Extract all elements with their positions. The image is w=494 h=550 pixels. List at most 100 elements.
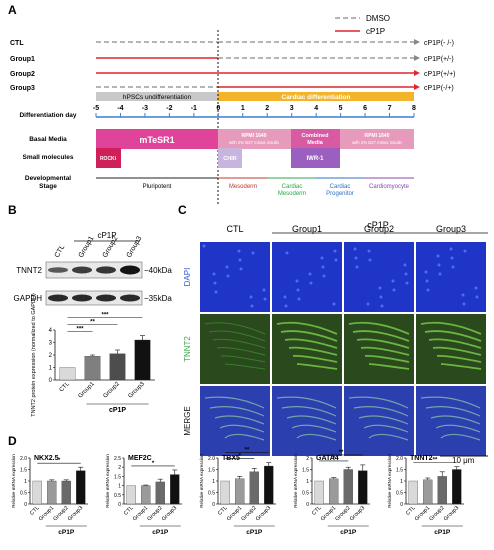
qpcr-2-group-label: cP1P: [246, 529, 263, 536]
stage-cardiac-progenitor-label-b: Progenitor: [326, 191, 354, 197]
qpcr-2-title: TBX5: [222, 455, 240, 462]
qpcr-4-ytick-label-0: 0: [400, 502, 403, 508]
band-tnnt2-1: [72, 266, 92, 274]
dapi-dot-1-13: [332, 302, 336, 306]
qpcr-0-bar-0: [32, 480, 42, 505]
dapi-dot-2-9: [391, 279, 395, 283]
merge-fiber-1-0: [276, 396, 337, 409]
day-label-7: 2: [265, 105, 269, 112]
group-label-2: cP1P(+/+): [424, 71, 456, 78]
qpcr-1-bar-1: [141, 485, 151, 505]
panel-d-letter: D: [8, 434, 17, 448]
media-combined-label-a: Combined: [302, 133, 329, 139]
dapi-dot-1-7: [296, 288, 300, 292]
dapi-dot-2-2: [380, 304, 384, 308]
qpcr-0-cat-0: CTL: [29, 505, 41, 517]
day-label-12: 7: [388, 105, 392, 112]
dapi-dot-1-9: [308, 272, 312, 276]
group-arrow-2: [414, 70, 420, 76]
merge-fiber-1-3: [291, 424, 337, 433]
dapi-dot-2-5: [367, 249, 371, 253]
qpcr-1-bar-0: [126, 485, 136, 505]
imaging-tile-2-1: [272, 386, 342, 456]
media-rpmi1-label-b: with 2% B27 minus insulin: [229, 140, 280, 145]
imaging-tile-2-2: [344, 386, 414, 456]
row-label-stage-b: Stage: [39, 183, 57, 190]
day-label-4: -1: [191, 105, 197, 112]
panel-a: A DMSO cP1P CTL cP1P(- /-) Group1 cP1P(+/-)…: [8, 3, 456, 205]
wb-quant-bar-3: [134, 339, 151, 381]
day-axis: -5 -4 -3 -2 -1 0 1 2 3 4 5 6 7 8: [93, 105, 416, 118]
qpcr-1-sig-label-0: *: [152, 461, 155, 467]
stage-cardiac-progenitor-label-a: Cardiac: [330, 184, 351, 190]
imaging-tile-0-0: [200, 242, 270, 312]
molecule-rock-bar: [96, 148, 121, 168]
qpcr-3-bar-0: [314, 480, 324, 505]
tnnt2-fiber-1-5: [296, 363, 338, 370]
group-label-3: cP1P(-/+): [424, 85, 454, 92]
dapi-dot-3-11: [424, 270, 428, 274]
qpcr-3-group-label: cP1P: [340, 529, 357, 536]
wb-quant-ytick-label-1: 1: [49, 366, 53, 372]
qpcr-0-cat-3: Group3: [67, 505, 84, 522]
qpcr-2-bar-2: [249, 471, 259, 505]
qpcr-4-cat-3: Group3: [443, 505, 460, 522]
qpcr-0-cat-2: Group2: [52, 505, 69, 522]
western-row-gapdh: GAPDH: [14, 294, 43, 303]
day-label-2: -3: [142, 105, 148, 112]
dapi-dot-3-13: [436, 254, 440, 258]
dapi-dot-1-2: [297, 297, 301, 301]
qpcr-4-bar-0: [408, 480, 418, 505]
wb-quant-ytick-label-0: 0: [49, 378, 53, 384]
row-label-media: Basal Media: [29, 136, 67, 143]
stage-row: Pluripotent Mesoderm Cardiac Mesoderm Ca…: [96, 177, 414, 197]
qpcr-3-ytick-label-1: 0.5: [302, 491, 309, 497]
media-rpmi1-bar: [218, 129, 291, 149]
qpcr-4-cat-1: Group1: [414, 505, 431, 522]
dapi-dot-3-1: [426, 288, 430, 292]
imaging-tile-2-0: [200, 386, 270, 456]
qpcr-2-sig-label-0: *: [239, 454, 242, 460]
qpcr-1-cat-2: Group2: [146, 505, 163, 522]
band-gapdh-1: [72, 294, 92, 302]
qpcr-3-ytick-label-4: 2: [306, 456, 309, 462]
qpcr-0-ytick-label-0: 0: [24, 502, 27, 508]
imaging-col-1: Group1: [292, 224, 322, 234]
dapi-dot-1-12: [295, 279, 299, 283]
wb-quant-ytick-label-2: 2: [49, 353, 53, 359]
molecule-chir-bar: [218, 148, 242, 168]
qpcr-0-group-label: cP1P: [58, 529, 75, 536]
band-tnnt2-2: [96, 266, 116, 274]
dapi-dot-2-12: [378, 286, 382, 290]
band-tnnt2-0: [48, 267, 68, 273]
western-quant-chart: 0 1 2 3 4 TNNT2 protein expression (normalize…: [31, 293, 155, 417]
qpcr-2-cat-1: Group1: [226, 505, 243, 522]
dapi-dot-0-3: [251, 251, 255, 255]
dapi-dot-2-6: [404, 272, 408, 276]
wb-quant-sig-label-2: ***: [101, 313, 109, 319]
imaging-scale-label: 10 μm: [452, 456, 475, 465]
day-label-8: 3: [290, 105, 294, 112]
qpcr-1-ytick-label-0: 0: [118, 502, 121, 508]
qpcr-4-ytick-label-4: 2.0: [396, 456, 403, 462]
legend-cp1p-label: cP1P: [366, 27, 385, 36]
qpcr-4-sig-label-0: **: [433, 458, 438, 464]
day-label-9: 4: [314, 105, 318, 112]
tnnt2-fiber-2-4: [364, 354, 410, 363]
dapi-dot-0-11: [237, 249, 241, 253]
stage-pluripotent-label: Pluripotent: [143, 184, 172, 190]
dapi-dot-1-0: [285, 251, 289, 255]
western-blot-tnnt2: [45, 261, 143, 279]
qpcr-3-sig-label-1: **: [339, 450, 344, 456]
qpcr-3-ylabel: Relative mRNA expression: [293, 454, 298, 508]
qpcr-2-ytick-label-2: 1: [212, 479, 215, 485]
panel-c: C cP1P CTL Group1 Group2 Group3 DAPI TNNT2 MER…: [178, 203, 488, 465]
tnnt2-fiber-1-3: [288, 346, 338, 356]
dapi-dot-2-0: [368, 258, 372, 262]
tnnt2-fiber-1-2: [284, 338, 338, 349]
stage-cardiomyocyte-label: Cardiomyocyte: [369, 184, 410, 190]
group-name-1: Group1: [10, 56, 35, 63]
media-mtesr-bar: [96, 129, 218, 149]
